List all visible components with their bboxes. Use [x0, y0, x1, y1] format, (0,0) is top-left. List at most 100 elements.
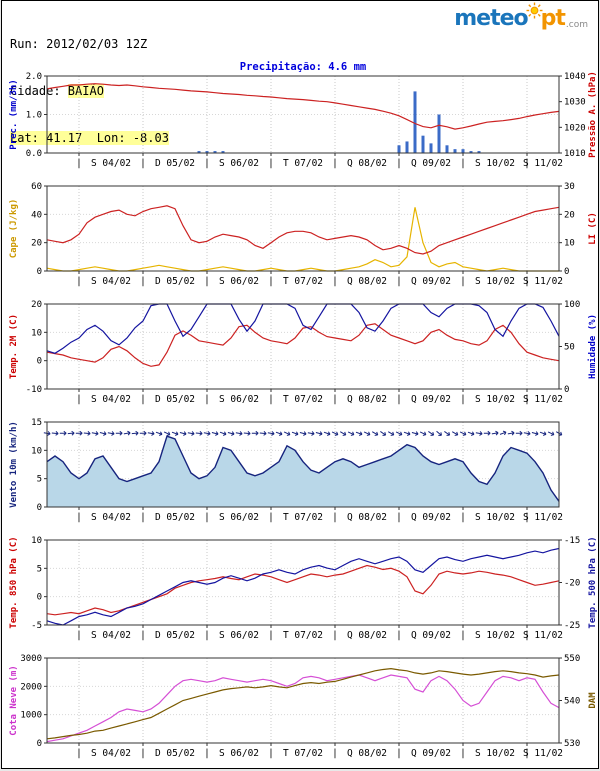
svg-text:|: | — [460, 394, 466, 405]
svg-text:S 04/02: S 04/02 — [91, 512, 131, 523]
meteopt-logo[interactable]: meteo pt .com — [454, 2, 588, 30]
svg-text:Q 08/02: Q 08/02 — [347, 276, 387, 287]
run-info: Run: 2012/02/03 12Z Cidade: BAIÃO Lat: 4… — [10, 6, 169, 178]
svg-text:LI (C): LI (C) — [588, 212, 598, 245]
svg-text:Cape (J/kg): Cape (J/kg) — [9, 199, 19, 259]
charts-stack: 0.0 1.0 2.0 Prec. (mm/3h) 1010 1020 1030 1040 Pr… — [2, 55, 598, 765]
precipitation-total-title: Precipitação: 4.6 mm — [240, 61, 366, 73]
svg-text:|: | — [268, 394, 274, 405]
svg-text:|: | — [76, 158, 82, 169]
svg-text:T 07/02: T 07/02 — [283, 512, 323, 523]
svg-text:60: 60 — [31, 182, 42, 192]
svg-text:540: 540 — [564, 697, 580, 707]
svg-text:DAM: DAM — [588, 692, 598, 709]
svg-text:S 11/02: S 11/02 — [523, 158, 563, 169]
svg-text:15: 15 — [31, 418, 42, 428]
series-dam — [46, 667, 560, 740]
x-axis-labels: | | | | | | | | S 04/02 D 05/02 S 06/02 T 07/02 Q 08… — [76, 507, 563, 523]
svg-text:1020: 1020 — [564, 123, 586, 133]
svg-text:Q 08/02: Q 08/02 — [347, 748, 387, 759]
svg-text:Q 09/02: Q 09/02 — [411, 394, 451, 405]
sun-icon — [526, 2, 543, 22]
svg-text:S 10/02: S 10/02 — [475, 748, 515, 759]
svg-text:550: 550 — [564, 654, 580, 664]
svg-text:|: | — [204, 630, 210, 641]
svg-text:Q 09/02: Q 09/02 — [411, 158, 451, 169]
svg-text:|: | — [268, 630, 274, 641]
x-axis-labels: | | | | | | | | S 04/02 D 05/02 S 06/02 T 07/02 Q 08… — [76, 271, 563, 287]
wind-10m-chart: 0 5 10 15 Vento 10m (km/h) | | | | | | | | S 04/02 D 0… — [9, 418, 563, 523]
x-axis-labels: | | | | | | | | S 04/02 D 05/02 S 06/02 T 07/02 Q 08… — [76, 625, 563, 641]
svg-text:|: | — [524, 158, 530, 169]
series-wind-speed — [46, 435, 560, 507]
svg-text:|: | — [204, 394, 210, 405]
axis-labels: 0 20 40 60 Cape (J/kg) 0 10 20 30 LI (C) — [9, 182, 598, 277]
svg-text:0: 0 — [564, 267, 569, 277]
svg-text:Vento 10m (km/h): Vento 10m (km/h) — [9, 421, 19, 508]
axis-labels: -5 0 5 10 Temp. 850 hPa (C) -25 -20 -15 Temp. 50… — [9, 536, 598, 631]
svg-text:Q 09/02: Q 09/02 — [411, 512, 451, 523]
series-li — [46, 205, 560, 255]
svg-text:|: | — [524, 512, 530, 523]
svg-text:1040: 1040 — [564, 72, 586, 82]
svg-text:|: | — [268, 748, 274, 759]
svg-text:2.0: 2.0 — [26, 72, 42, 82]
svg-text:Cota Neve (m): Cota Neve (m) — [9, 665, 19, 735]
panel-cota-neve-dam: 0 1000 2000 3000 Cota Neve (m) 530 540 550 DAM | |… — [2, 647, 598, 765]
series-precipitation — [197, 91, 481, 153]
svg-text:0: 0 — [37, 503, 42, 513]
axis-labels: -10 0 10 20 Temp. 2M (C) 0 50 100 Humidade (%) — [9, 300, 598, 395]
svg-text:|: | — [396, 276, 402, 287]
svg-text:S 10/02: S 10/02 — [475, 158, 515, 169]
city-label: Cidade: — [10, 83, 68, 98]
svg-text:T 07/02: T 07/02 — [283, 158, 323, 169]
svg-text:|: | — [396, 512, 402, 523]
svg-text:Humidade (%): Humidade (%) — [587, 314, 598, 379]
svg-text:530: 530 — [564, 739, 580, 749]
svg-text:|: | — [268, 512, 274, 523]
series-temp-500 — [46, 547, 560, 626]
svg-text:|: | — [396, 748, 402, 759]
svg-text:T 07/02: T 07/02 — [283, 630, 323, 641]
svg-text:|: | — [268, 276, 274, 287]
svg-text:S 06/02: S 06/02 — [219, 512, 259, 523]
svg-text:|: | — [524, 394, 530, 405]
grid — [47, 76, 559, 153]
svg-text:S 11/02: S 11/02 — [523, 630, 563, 641]
svg-text:|: | — [76, 512, 82, 523]
svg-text:S 10/02: S 10/02 — [475, 512, 515, 523]
series-cape — [46, 207, 559, 272]
svg-text:|: | — [332, 630, 338, 641]
svg-text:S 11/02: S 11/02 — [523, 394, 563, 405]
svg-text:S 11/02: S 11/02 — [523, 512, 563, 523]
svg-text:|: | — [140, 630, 146, 641]
svg-text:Q 08/02: Q 08/02 — [347, 394, 387, 405]
svg-text:Prec. (mm/3h): Prec. (mm/3h) — [9, 79, 19, 149]
svg-text:D 05/02: D 05/02 — [155, 630, 195, 641]
svg-text:-10: -10 — [26, 385, 42, 395]
svg-text:|: | — [268, 158, 274, 169]
series-wind-direction-arrows — [43, 430, 563, 436]
svg-text:|: | — [204, 512, 210, 523]
city-line: Cidade: BAIÃO — [10, 83, 169, 100]
svg-text:|: | — [76, 276, 82, 287]
svg-text:T 07/02: T 07/02 — [283, 394, 323, 405]
svg-text:0.0: 0.0 — [26, 149, 42, 159]
svg-text:1010: 1010 — [564, 149, 586, 159]
svg-text:0: 0 — [37, 593, 42, 603]
svg-text:|: | — [204, 158, 210, 169]
svg-text:5: 5 — [37, 475, 42, 485]
svg-text:0: 0 — [564, 385, 569, 395]
svg-text:Pressão A. (hPa): Pressão A. (hPa) — [588, 71, 598, 158]
series-snow-level — [46, 674, 560, 743]
svg-text:3000: 3000 — [20, 654, 42, 664]
svg-text:Q 09/02: Q 09/02 — [411, 748, 451, 759]
svg-text:S 06/02: S 06/02 — [219, 630, 259, 641]
svg-text:|: | — [76, 394, 82, 405]
svg-text:|: | — [140, 748, 146, 759]
svg-text:10: 10 — [31, 446, 42, 456]
